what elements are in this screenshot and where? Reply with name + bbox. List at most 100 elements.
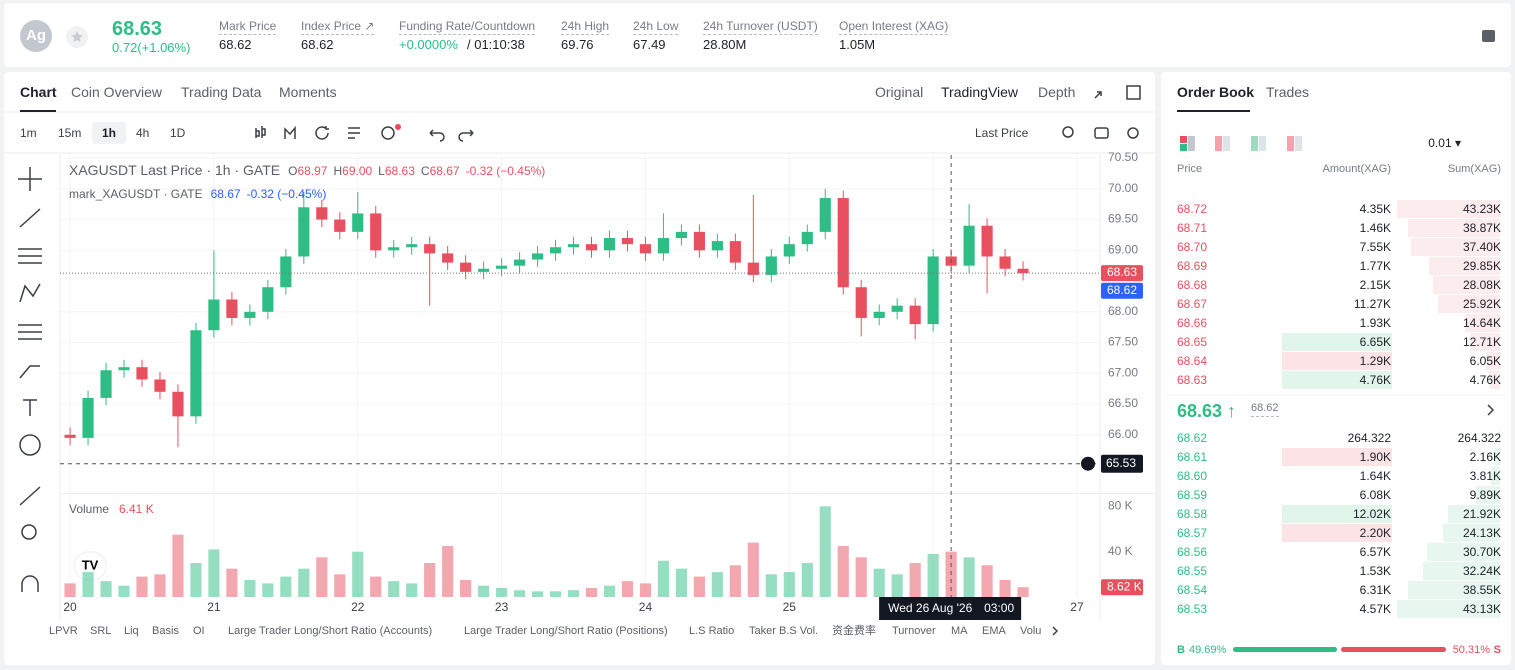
view-bids[interactable] [1259, 136, 1266, 151]
emoji-tool[interactable] [19, 434, 41, 456]
indicator-tab[interactable]: 资金费率 [832, 625, 876, 637]
view-alt[interactable] [1287, 136, 1294, 151]
brush-tool[interactable] [19, 365, 40, 379]
interval-button[interactable]: 1D [170, 126, 186, 140]
zoom-tool[interactable] [21, 524, 37, 540]
camera-icon[interactable] [1094, 127, 1109, 139]
order-book-tab[interactable]: Order Book [1177, 84, 1255, 100]
fib-tool[interactable] [18, 248, 42, 264]
scroll-right[interactable] [1052, 626, 1059, 636]
indicator-tab[interactable]: Volu [1020, 625, 1042, 637]
volume-bar [100, 581, 112, 597]
indicator-tab[interactable]: Basis [152, 625, 179, 637]
order-amount: 4.57K [1359, 602, 1391, 616]
chart-tab[interactable]: Trading Data [181, 84, 262, 100]
order-sum: 38.87K [1462, 221, 1501, 235]
order-price: 68.53 [1177, 602, 1208, 616]
precision-select[interactable]: 0.01 ▾ [1428, 136, 1461, 150]
crosshair-x-marker [879, 597, 1022, 620]
view-tab[interactable]: Depth [1038, 84, 1076, 100]
view-both[interactable] [1188, 136, 1195, 151]
volume-legend-value: 6.41 K [119, 502, 154, 516]
indicator-tab[interactable]: MA [951, 625, 968, 637]
view-both[interactable] [1180, 144, 1187, 151]
search-icon[interactable] [1062, 126, 1074, 138]
chart-tab[interactable]: Coin Overview [71, 84, 163, 100]
view-bids[interactable] [1251, 136, 1258, 151]
add-icon[interactable] [381, 126, 395, 140]
chart-tab[interactable]: Chart [20, 84, 57, 100]
candle-body [118, 367, 130, 371]
interval-button[interactable]: 1h [102, 126, 117, 140]
candle-body [460, 262, 472, 272]
window-icon[interactable] [1126, 85, 1141, 100]
mark-legend-change: -0.32 (−0.45%) [246, 187, 327, 201]
volume-bar [244, 580, 256, 597]
view-asks[interactable] [1223, 136, 1230, 151]
amount-flash [1282, 505, 1392, 523]
indicator-tab[interactable]: Turnover [892, 625, 936, 637]
indicator-tab[interactable]: Taker B.S Vol. [749, 625, 819, 637]
crosshair-tool[interactable] [18, 167, 42, 191]
order-price: 68.56 [1177, 545, 1208, 559]
indicator-icon[interactable] [284, 125, 296, 139]
y-tick-label: 66.00 [1108, 427, 1138, 441]
candle-body [64, 434, 76, 438]
view-alt[interactable] [1295, 136, 1302, 151]
interval-button[interactable]: 15m [58, 126, 82, 140]
trades-tab[interactable]: Trades [1266, 84, 1310, 100]
view-asks[interactable] [1215, 136, 1222, 151]
text-tool[interactable] [23, 399, 37, 416]
view-tab[interactable]: Original [875, 84, 924, 100]
volume-bar [729, 565, 741, 597]
order-amount: 12.02K [1352, 507, 1391, 521]
order-sum: 43.23K [1462, 202, 1501, 216]
indicator-tab[interactable]: EMA [982, 625, 1006, 637]
template-icon[interactable] [348, 127, 360, 139]
layout-icon[interactable] [1482, 30, 1495, 42]
pattern-tool[interactable] [19, 283, 41, 303]
indicator-tab[interactable]: SRL [90, 625, 112, 637]
indicator-tab[interactable]: L.S Ratio [689, 625, 735, 637]
order-price: 68.67 [1177, 297, 1208, 311]
legend-value: 68.67 [429, 164, 460, 178]
view-tab[interactable]: TradingView [941, 84, 1019, 100]
indicator-tab[interactable]: Large Trader Long/Short Ratio (Positions… [464, 625, 668, 637]
replay-icon[interactable] [315, 126, 329, 140]
indicator-tab[interactable]: Large Trader Long/Short Ratio (Accounts) [228, 625, 433, 637]
chart-tab[interactable]: Moments [279, 84, 337, 100]
interval-button[interactable]: 4h [136, 126, 150, 140]
interval-selected [92, 122, 126, 144]
undo-icon[interactable] [429, 129, 445, 142]
candle-body [190, 330, 202, 417]
trend-line-tool[interactable] [19, 208, 41, 228]
crosshair-y-label: 65.53 [1106, 456, 1136, 470]
candle-body [208, 299, 220, 331]
measure-tool[interactable] [19, 486, 41, 506]
interval-button[interactable]: 1m [20, 126, 37, 140]
indicator-tab[interactable]: LPVR [49, 625, 78, 637]
order-sum: 28.08K [1462, 278, 1501, 292]
volume-bar [352, 551, 364, 597]
price-source-select[interactable]: Last Price [975, 126, 1029, 140]
candle-body [478, 268, 490, 272]
expand-arrow[interactable] [1487, 404, 1495, 416]
stat-value: 68.62 [301, 37, 334, 52]
settings-icon[interactable] [1127, 127, 1139, 139]
candle-icon[interactable] [255, 126, 266, 138]
fullscreen-icon[interactable] [1094, 91, 1102, 99]
order-price: 68.64 [1177, 354, 1208, 368]
column-header: Amount(XAG) [1322, 163, 1391, 175]
magnet-tool[interactable] [21, 575, 39, 592]
volume-bar [639, 583, 652, 597]
volume-bar [460, 580, 472, 597]
candle-body [1017, 268, 1029, 274]
redo-icon[interactable] [458, 129, 474, 142]
view-both[interactable] [1180, 136, 1187, 143]
indicator-tab[interactable]: OI [193, 625, 205, 637]
sell-ratio-bar [1340, 647, 1446, 652]
order-sum: 25.92K [1462, 297, 1501, 311]
stat-value: 69.76 [561, 37, 594, 52]
indicator-tab[interactable]: Liq [124, 625, 139, 637]
projection-tool[interactable] [18, 324, 42, 340]
